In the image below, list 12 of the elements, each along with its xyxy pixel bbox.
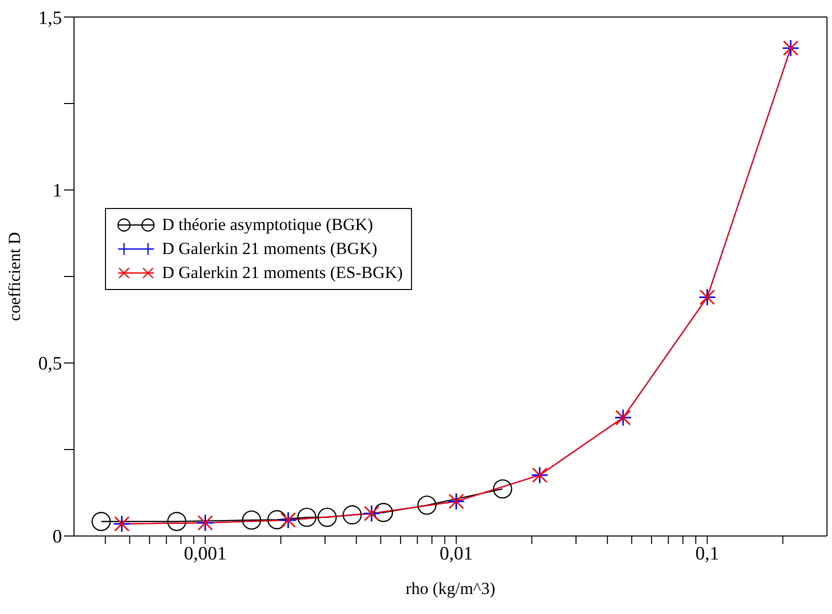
y-tick-label: 1,5 [38, 8, 62, 29]
y-tick-label: 0,5 [38, 354, 62, 375]
x-tick-label: 0,1 [695, 543, 720, 564]
y-axis-title: coefficient D [5, 232, 24, 321]
x-tick-label: 0,01 [440, 543, 473, 564]
legend-label: D Galerkin 21 moments (BGK) [162, 238, 378, 260]
legend-label: D Galerkin 21 moments (ES-BGK) [162, 262, 403, 284]
x-axis-title: rho (kg/m^3) [406, 579, 496, 598]
x-tick-label: 0,001 [184, 543, 227, 564]
y-tick-label: 1 [52, 180, 62, 202]
y-tick-label: 0 [52, 526, 62, 548]
legend-label: D théorie asymptotique (BGK) [162, 214, 374, 236]
